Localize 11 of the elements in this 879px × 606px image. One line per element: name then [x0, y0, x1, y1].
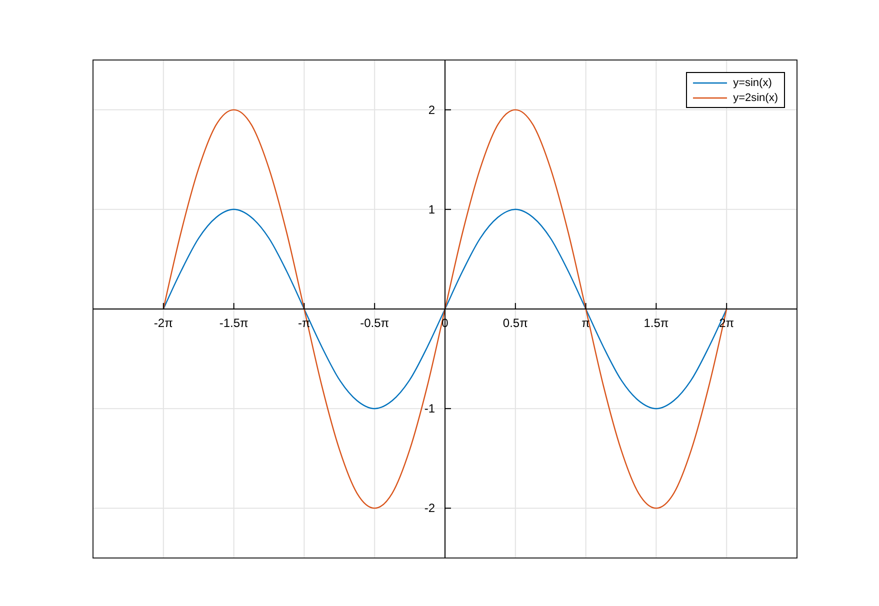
y-tick-label: -1: [424, 402, 436, 416]
y-tick-label: -2: [424, 501, 436, 516]
y-tick-label: 2: [428, 102, 436, 117]
x-tick-label: 1.5π: [644, 316, 669, 330]
x-tick-label: -1.5π: [219, 316, 248, 330]
legend-label: y=sin(x): [733, 76, 772, 88]
x-tick-label: -0.5π: [360, 316, 390, 330]
y-tick-label: 1: [428, 202, 436, 216]
x-tick-label: -2π: [154, 316, 173, 330]
x-tick-label: 0.5π: [502, 316, 528, 330]
legend-label: y=2sin(x): [733, 92, 778, 104]
